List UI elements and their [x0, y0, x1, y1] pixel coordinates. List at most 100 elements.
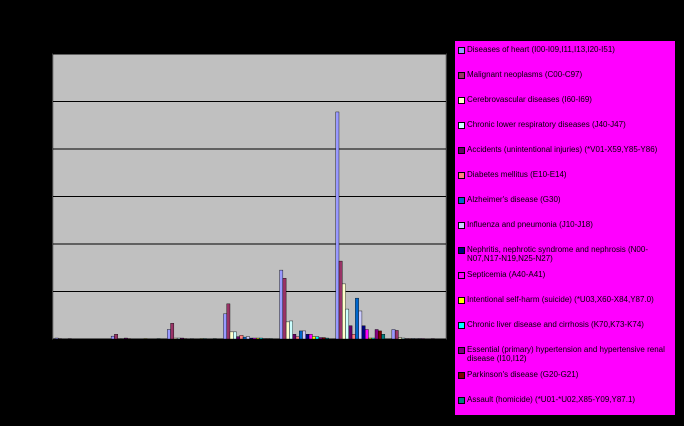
bar: [308, 334, 313, 340]
y-tick-label: 5: [42, 96, 47, 106]
legend-swatch: [458, 272, 465, 279]
bar: [305, 334, 310, 340]
legend-label: Diabetes mellitus (E10-E14): [467, 170, 567, 179]
bar: [325, 337, 329, 340]
legend-label: Parkinson's disease (G20-G21): [467, 370, 579, 379]
legend-item: Septicemia (A40-A41): [458, 270, 671, 295]
bar: [338, 260, 343, 340]
legend-swatch: [458, 72, 465, 79]
bar: [239, 335, 244, 340]
legend-label: Diseases of heart (I00-I09,I11,I13,I20-I…: [467, 45, 615, 54]
bar: [358, 310, 363, 340]
legend-label: Assault (homicide) (*U01-*U02,X85-Y09,Y8…: [467, 395, 636, 404]
legend-swatch: [458, 222, 465, 229]
legend-swatch: [458, 247, 465, 254]
bar: [364, 329, 369, 340]
bar: [259, 337, 263, 340]
bar: [342, 283, 346, 340]
legend-item: Intentional self-harm (suicide) (*U03,X6…: [458, 295, 671, 320]
legend-label: Essential (primary) hypertension and hyp…: [467, 345, 665, 363]
legend: Diseases of heart (I00-I09,I11,I13,I20-I…: [454, 40, 676, 416]
bar: [124, 337, 128, 340]
legend-item: Alzheimer's disease (G30): [458, 195, 671, 220]
bar: [252, 337, 257, 340]
bar: [223, 313, 227, 340]
bar: [167, 329, 171, 340]
legend-label: Chronic lower respiratory diseases (J40-…: [467, 120, 626, 129]
bar: [391, 329, 396, 340]
legend-swatch: [458, 372, 465, 379]
bar: [351, 334, 356, 340]
y-tick-label: 4: [42, 143, 47, 153]
legend-swatch: [458, 197, 465, 204]
bar: [321, 337, 326, 340]
legend-swatch: [458, 297, 465, 304]
bar: [233, 331, 237, 340]
legend-swatch: [458, 122, 465, 129]
bar: [242, 336, 247, 340]
bar: [229, 331, 234, 340]
bar: [236, 336, 241, 340]
bar: [345, 308, 350, 340]
bar: [246, 336, 250, 340]
legend-item: Cerebrovascular diseases (I60-I69): [458, 95, 671, 120]
legend-item: Influenza and pneumonia (J10-J18): [458, 220, 671, 245]
bar: [368, 337, 372, 340]
bar: [279, 269, 284, 340]
legend-label: Accidents (unintentional injuries) (*V01…: [467, 145, 658, 154]
legend-swatch: [458, 147, 465, 154]
legend-item: Essential (primary) hypertension and hyp…: [458, 345, 671, 370]
bar: [292, 334, 297, 340]
bar: [249, 337, 254, 340]
y-tick-label: 2: [42, 238, 47, 248]
legend-item: Assault (homicide) (*U01-*U02,X85-Y09,Y8…: [458, 395, 671, 420]
bar: [371, 337, 376, 340]
bar: [170, 323, 175, 340]
y-tick-label: 0: [42, 333, 47, 343]
bar: [302, 330, 306, 340]
bar: [110, 335, 115, 340]
bar: [374, 329, 379, 340]
bar: [295, 336, 300, 340]
legend-label: Cerebrovascular diseases (I60-I69): [467, 95, 592, 104]
legend-swatch: [458, 322, 465, 329]
bar: [378, 330, 382, 340]
bar: [348, 325, 353, 340]
bar: [180, 337, 184, 340]
legend-item: Accidents (unintentional injuries) (*V01…: [458, 145, 671, 170]
bar: [114, 334, 118, 340]
legend-label: Septicemia (A40-A41): [467, 270, 546, 279]
legend-item: Chronic liver disease and cirrhosis (K70…: [458, 320, 671, 345]
bar: [401, 337, 406, 340]
y-tick-label: 1: [42, 286, 47, 296]
legend-item: Chronic lower respiratory diseases (J40-…: [458, 120, 671, 145]
legend-swatch: [458, 172, 465, 179]
bar: [289, 320, 293, 340]
legend-swatch: [458, 97, 465, 104]
legend-item: Diseases of heart (I00-I09,I11,I13,I20-I…: [458, 45, 671, 70]
bar: [176, 337, 181, 340]
y-tick-label: 6: [42, 48, 47, 58]
bar: [361, 325, 366, 340]
legend-swatch: [458, 47, 465, 54]
bar: [226, 303, 231, 340]
bar: [54, 337, 59, 340]
legend-swatch: [458, 397, 465, 404]
bar: [282, 278, 287, 340]
legend-item: Parkinson's disease (G20-G21): [458, 370, 671, 395]
bar: [381, 334, 386, 340]
legend-swatch: [458, 347, 465, 354]
legend-label: Malignant neoplasms (C00-C97): [467, 70, 583, 79]
bar: [299, 330, 303, 340]
y-tick-label: 3: [42, 191, 47, 201]
legend-item: Malignant neoplasms (C00-C97): [458, 70, 671, 95]
legend-label: Alzheimer's disease (G30): [467, 195, 561, 204]
bar: [318, 337, 323, 340]
legend-label: Intentional self-harm (suicide) (*U03,X6…: [467, 295, 654, 304]
legend-item: Nephritis, nephrotic syndrome and nephro…: [458, 245, 671, 270]
bar: [335, 111, 340, 340]
bar: [255, 337, 260, 340]
legend-label: Influenza and pneumonia (J10-J18): [467, 220, 593, 229]
